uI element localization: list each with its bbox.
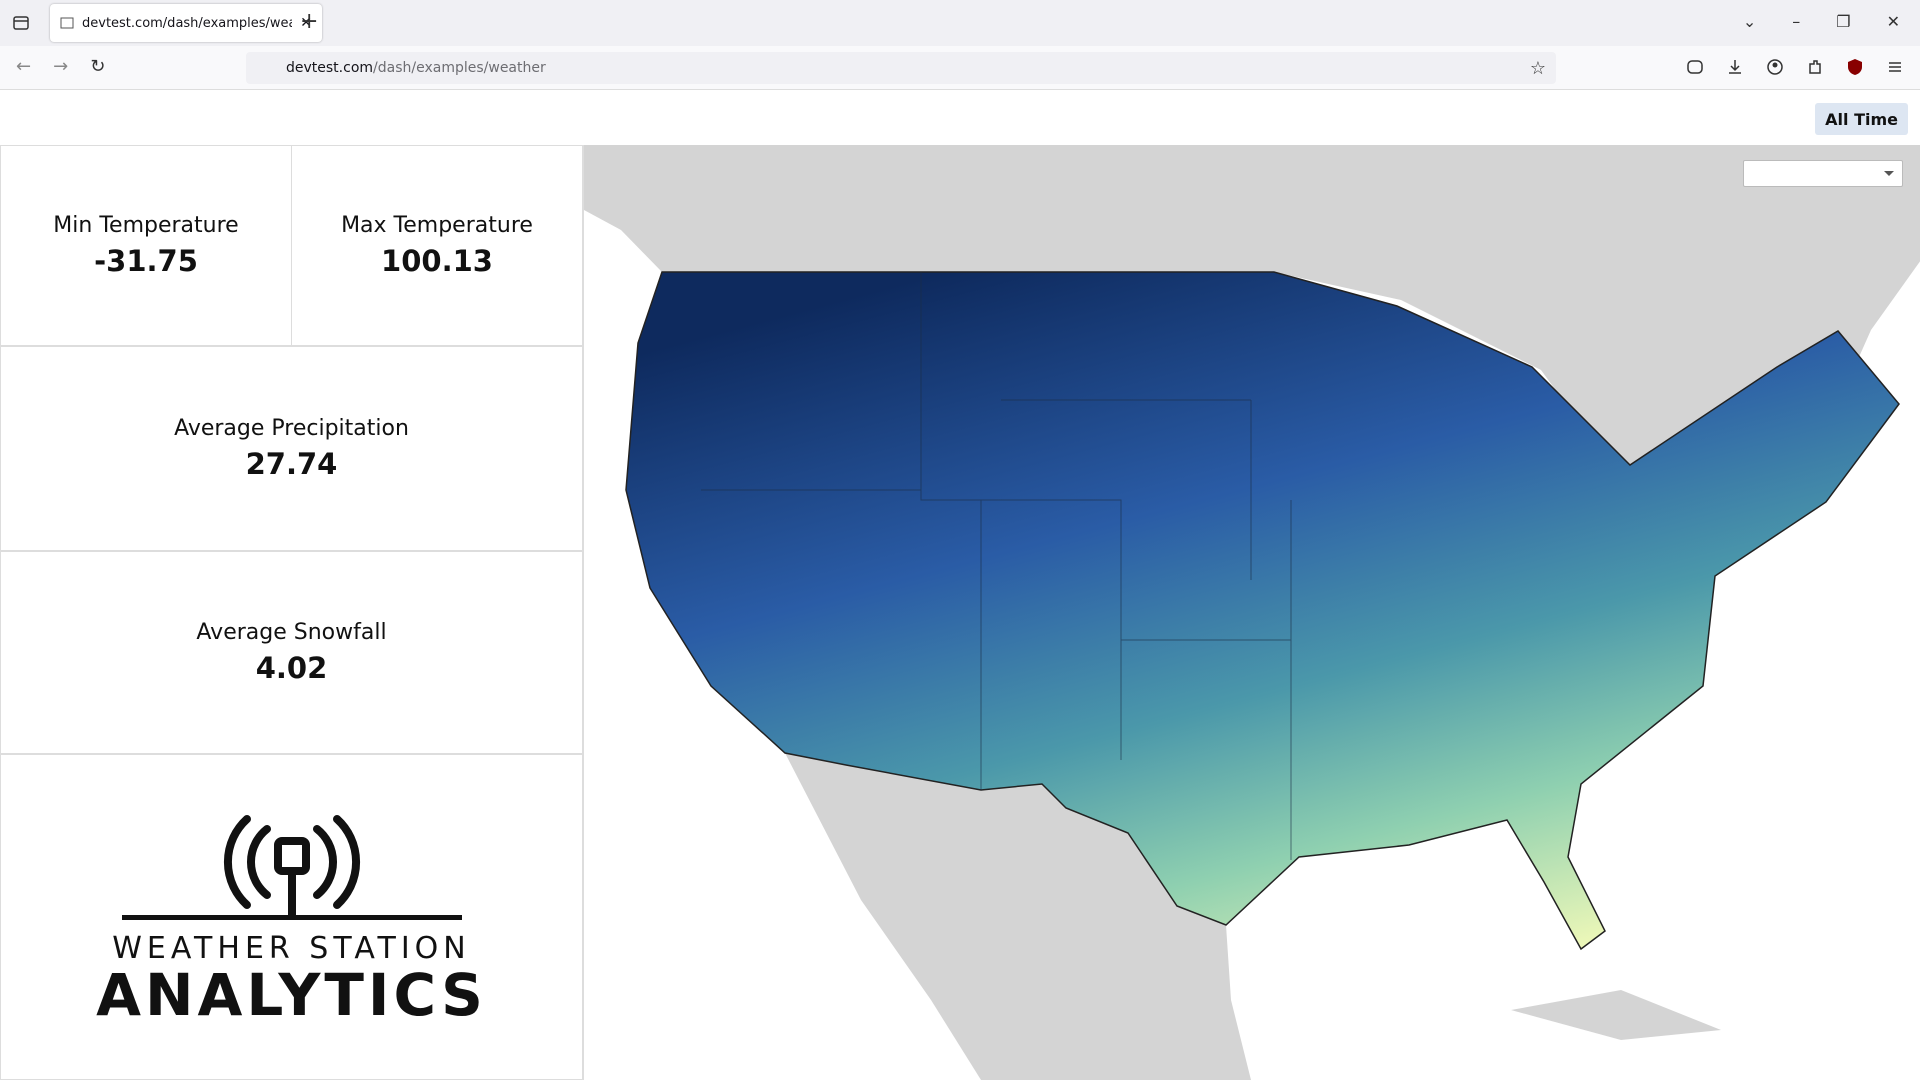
close-tab[interactable]: ✕	[300, 15, 312, 31]
nav-buttons: ← → ↻	[16, 56, 105, 77]
stat-value: 4.02	[255, 651, 328, 685]
stat-card: Min Temperature -31.75	[0, 145, 292, 346]
time-range-button[interactable]: All Time	[1815, 103, 1908, 135]
choropleth-map[interactable]	[583, 145, 1920, 1080]
logo-card: WEATHER STATION ANALYTICS	[0, 754, 583, 1080]
stat-value: 27.74	[245, 447, 338, 481]
stat-label: Average Precipitation	[174, 416, 409, 441]
state-borders	[701, 272, 1292, 860]
land-cuba	[1511, 990, 1721, 1040]
usa	[625, 271, 1900, 951]
tab-bar: devtest.com/dash/examples/weather ✕ + ⌄ …	[0, 0, 1920, 46]
ublock[interactable]	[1846, 58, 1864, 76]
stat-value: 100.13	[381, 244, 493, 278]
close-window[interactable]: ✕	[1886, 12, 1900, 31]
url-bar[interactable]: devtest.com/dash/examples/weather ☆	[246, 52, 1556, 84]
logo-line2: ANALYTICS	[96, 960, 487, 1029]
pocket[interactable]	[1686, 58, 1704, 76]
map-canvas	[584, 145, 1920, 1080]
window-controls: ⌄ – ❐ ✕	[1743, 12, 1900, 31]
map-variable-dropdown[interactable]	[1743, 160, 1903, 187]
stat-card: Max Temperature 100.13	[291, 145, 583, 346]
tab-title: devtest.com/dash/examples/weather	[82, 15, 292, 31]
land-mexico	[785, 753, 1251, 1080]
back[interactable]: ←	[16, 56, 32, 77]
downloads[interactable]	[1726, 58, 1744, 76]
url-host: devtest.com	[286, 60, 374, 76]
minimize[interactable]: –	[1792, 12, 1801, 31]
nav-bar: ← → ↻ devtest.com/dash/examples/weather …	[0, 46, 1920, 90]
land-canada	[584, 145, 1920, 500]
stat-value: -31.75	[94, 244, 198, 278]
tab-icon	[60, 17, 74, 29]
stat-label: Max Temperature	[341, 213, 533, 238]
stat-card: Average Precipitation 27.74	[0, 346, 583, 551]
forward[interactable]: →	[53, 56, 69, 77]
reload[interactable]: ↻	[90, 56, 106, 77]
stat-label: Average Snowfall	[196, 620, 387, 645]
page-header: All Time	[0, 90, 1920, 145]
stat-label: Min Temperature	[53, 213, 239, 238]
menu[interactable]	[1886, 58, 1904, 76]
stat-card: Average Snowfall 4.02	[0, 551, 583, 754]
tab-list-dropdown[interactable]: ⌄	[1742, 12, 1757, 31]
logo-line1: WEATHER STATION	[112, 930, 471, 966]
tab-list-icon[interactable]	[12, 14, 30, 32]
toolbar-icons	[1686, 58, 1904, 76]
browser-tab[interactable]: devtest.com/dash/examples/weather ✕	[50, 4, 322, 42]
bookmark-star[interactable]: ☆	[1529, 57, 1546, 79]
url-path: /dash/examples/weather	[373, 60, 546, 76]
account[interactable]	[1766, 58, 1784, 76]
restore[interactable]: ❐	[1836, 12, 1851, 31]
new-tab[interactable]: +	[300, 9, 319, 34]
extensions[interactable]	[1806, 58, 1824, 76]
logo-icon	[121, 814, 462, 920]
